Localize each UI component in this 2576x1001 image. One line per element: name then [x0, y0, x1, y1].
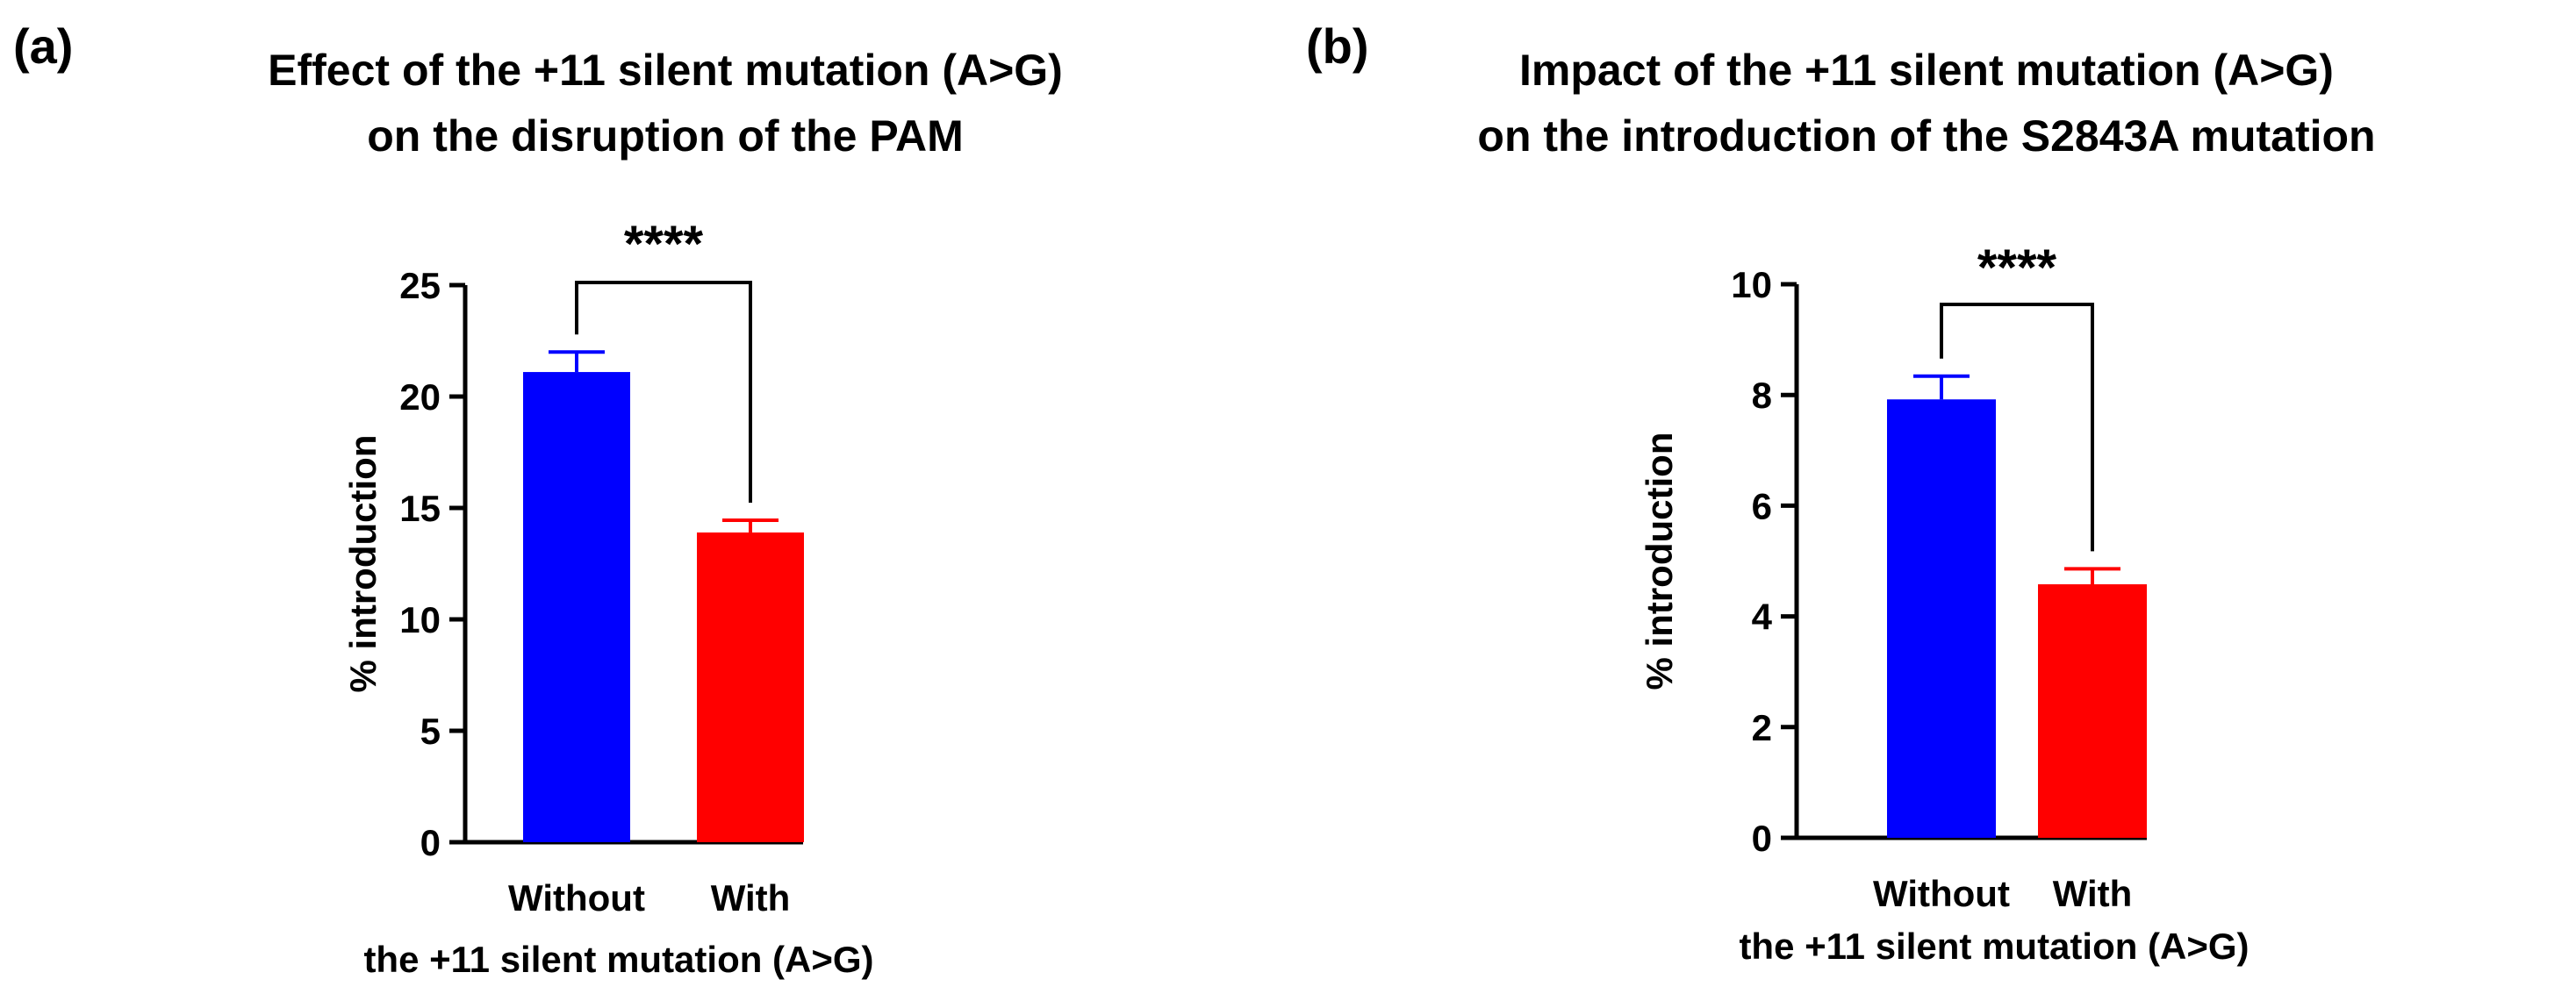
panel-b-title-line-2: on the introduction of the S2843A mutati…	[1477, 111, 2375, 161]
chart-b-bar-with	[2038, 584, 2147, 838]
chart-a-x-axis-label: the +11 silent mutation (A>G)	[363, 939, 873, 980]
chart-a-y-tick-label: 0	[420, 822, 441, 863]
chart-a-y-tick-label: 5	[420, 711, 441, 752]
chart-a-y-tick-label: 20	[399, 376, 441, 418]
chart-b-category-label: Without	[1873, 873, 2010, 914]
chart-b-x-axis-label: the +11 silent mutation (A>G)	[1739, 926, 2249, 967]
chart-b-category-label: With	[2053, 873, 2133, 914]
chart-b-significance-bracket	[1940, 303, 2094, 552]
panel-a-title-line-2: on the disruption of the PAM	[367, 111, 964, 161]
chart-a-bar-with	[697, 532, 804, 842]
panel-b-letter: (b)	[1306, 18, 1369, 74]
chart-b-bar-without	[1887, 399, 1996, 838]
chart-b: 0 2 4 6 8 10 Without With **** the +11 silent mut…	[1639, 240, 2250, 967]
chart-a-y-axis-label: % introduction	[342, 435, 384, 693]
chart-a-y-tick-label: 15	[399, 488, 441, 529]
chart-b-y-tick-label: 0	[1752, 818, 1772, 859]
panel-a-letter: (a)	[13, 18, 73, 74]
chart-b-y-tick-label: 8	[1752, 375, 1772, 416]
chart-a-y-tick-label: 10	[399, 599, 441, 640]
chart-b-y-tick-label: 6	[1752, 485, 1772, 526]
chart-b-y-tick-label: 10	[1731, 264, 1772, 305]
chart-b-y-axis-label: % introduction	[1639, 433, 1680, 690]
chart-b-y-tick-label: 2	[1752, 707, 1772, 748]
chart-a-significance-bracket	[575, 281, 752, 503]
chart-a: 0 5 10 15 20 25 Without With **** the +11 silent …	[342, 216, 874, 980]
chart-a-bar-without	[523, 372, 630, 842]
chart-b-y-tick-label: 4	[1752, 597, 1773, 638]
chart-a-category-label: With	[711, 877, 791, 919]
panel-a-title-line-1: Effect of the +11 silent mutation (A>G)	[268, 46, 1063, 95]
chart-a-significance-label: ****	[624, 216, 704, 273]
panel-b-title-line-1: Impact of the +11 silent mutation (A>G)	[1519, 46, 2334, 95]
chart-a-y-tick-label: 25	[399, 265, 441, 306]
chart-b-significance-label: ****	[1977, 240, 2057, 297]
chart-a-category-label: Without	[508, 877, 645, 919]
